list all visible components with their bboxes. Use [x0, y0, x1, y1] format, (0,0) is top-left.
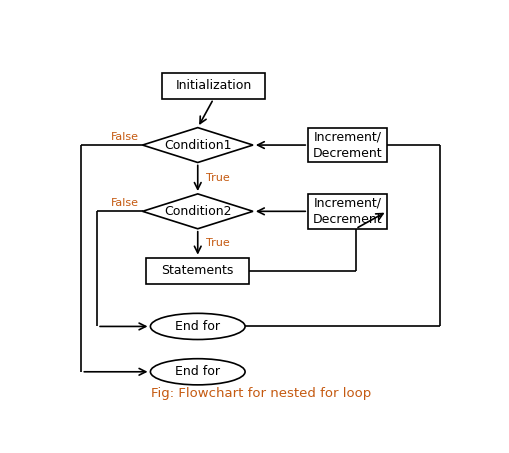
Text: Increment/
Decrement: Increment/ Decrement	[313, 197, 382, 226]
Ellipse shape	[151, 313, 245, 339]
FancyBboxPatch shape	[147, 258, 249, 284]
Text: True: True	[206, 173, 230, 183]
FancyBboxPatch shape	[308, 128, 387, 163]
Text: Increment/
Decrement: Increment/ Decrement	[313, 130, 382, 159]
Ellipse shape	[151, 359, 245, 385]
Polygon shape	[143, 128, 253, 163]
Text: False: False	[110, 131, 138, 141]
Text: Condition2: Condition2	[164, 205, 232, 218]
Text: False: False	[110, 198, 138, 208]
Text: Fig: Flowchart for nested for loop: Fig: Flowchart for nested for loop	[151, 387, 371, 400]
Text: End for: End for	[175, 365, 220, 378]
Polygon shape	[143, 194, 253, 229]
Text: Condition1: Condition1	[164, 139, 232, 152]
Text: End for: End for	[175, 320, 220, 333]
FancyBboxPatch shape	[162, 72, 265, 99]
FancyBboxPatch shape	[308, 194, 387, 229]
Text: Initialization: Initialization	[176, 79, 251, 92]
Text: Statements: Statements	[161, 264, 234, 277]
Text: True: True	[206, 238, 230, 248]
